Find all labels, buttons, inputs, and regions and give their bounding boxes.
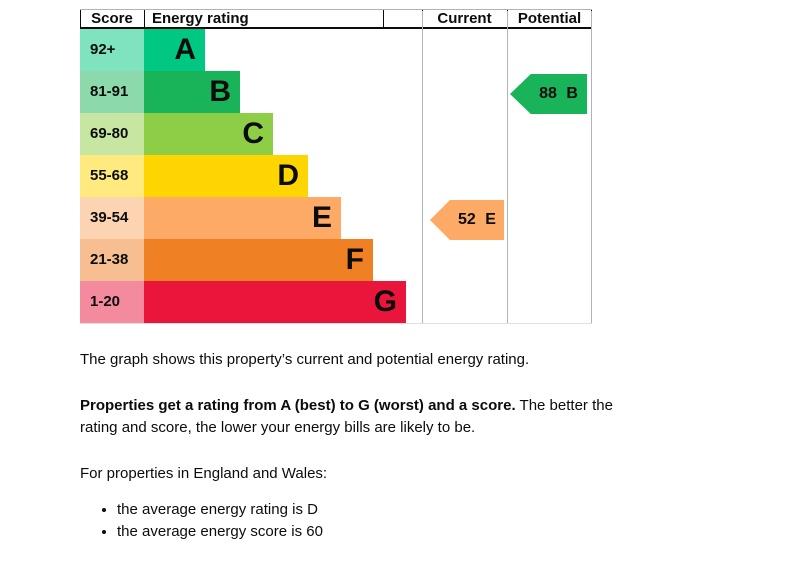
score-cell: 1-20 [80,281,144,323]
band-row-d: 55-68 D [80,155,592,197]
graph-summary-text: The graph shows this property’s current … [80,351,530,368]
rating-bar: A [144,29,205,71]
rating-explanation-bold: Properties get a rating from A (best) to… [80,397,516,414]
table-right-border [591,11,592,323]
rating-letter: F [345,243,364,276]
score-cell: 81-91 [80,71,144,113]
average-rating-item: the average energy rating is D [117,499,645,521]
band-row-g: 1-20 G [80,281,592,323]
rating-bar: F [144,239,373,281]
rating-letter: B [209,75,231,108]
band-row-b: 81-91 B [80,71,592,113]
score-cell: 92+ [80,29,144,71]
rating-bar: B [144,71,240,113]
rating-bar: C [144,113,273,155]
score-column-header: Score [91,10,133,27]
band-row-a: 92+ A [80,29,592,71]
chart-description: The graph shows this property’s current … [80,349,645,543]
average-score-item: the average energy score is 60 [117,521,645,543]
header-divider [144,10,145,29]
rating-bar: E [144,197,341,239]
band-rows: 92+ A 81-91 B 69-80 C 55-68 D 39-54 E 21… [80,29,592,323]
band-row-e: 39-54 E [80,197,592,239]
current-column-divider [422,11,423,323]
score-cell: 39-54 [80,197,144,239]
rating-bar: D [144,155,308,197]
potential-column-divider [507,11,508,323]
england-wales-intro-text: For properties in England and Wales: [80,465,328,482]
header-divider [383,10,384,29]
current-column-header: Current [437,10,492,27]
score-cell: 69-80 [80,113,144,155]
potential-column-header: Potential [517,10,582,27]
score-cell: 21-38 [80,239,144,281]
rating-bar: G [144,281,406,323]
rating-letter: A [174,33,196,66]
band-row-f: 21-38 F [80,239,592,281]
score-cell: 55-68 [80,155,144,197]
energy-rating-column-header: Energy rating [152,10,249,27]
band-row-c: 69-80 C [80,113,592,155]
rating-explanation-rest: The better the rating and score, the low… [80,397,613,436]
rating-letter: C [242,117,264,150]
averages-bullet-list: the average energy rating is D the avera… [80,499,645,543]
chart-header: Score Energy rating Current Potential [80,10,592,29]
epc-rating-chart: Score Energy rating Current Potential 92… [80,9,592,324]
rating-letter: E [311,201,332,234]
rating-letter: D [277,159,299,192]
rating-letter: G [373,285,397,318]
header-divider [80,10,81,29]
rating-explanation-text: Properties get a rating from A (best) to… [80,395,645,439]
